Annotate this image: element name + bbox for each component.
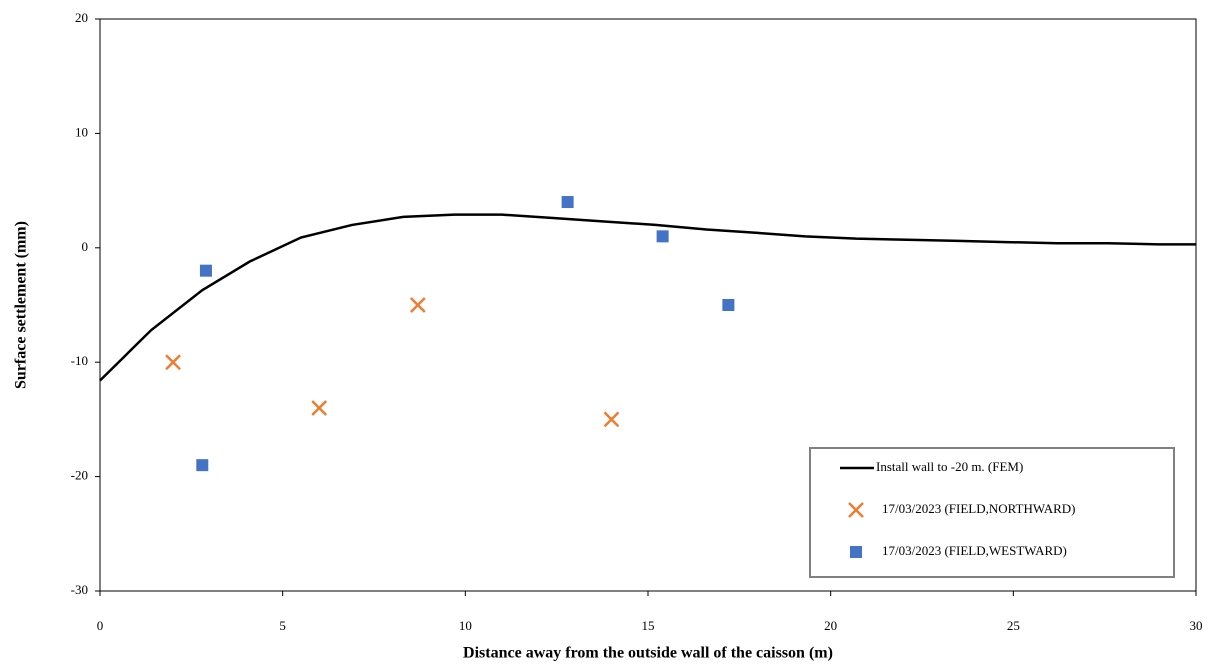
marker-square bbox=[656, 230, 669, 243]
marker-square bbox=[199, 264, 212, 277]
y-tick-label: -30 bbox=[71, 582, 88, 597]
x-tick-label: 5 bbox=[279, 618, 286, 633]
marker-x bbox=[409, 297, 426, 313]
y-tick-label: 10 bbox=[75, 124, 88, 139]
line bbox=[99, 213, 1196, 382]
x-tick-label: 0 bbox=[97, 618, 104, 633]
marker-x bbox=[311, 400, 328, 416]
y-tick-label: -20 bbox=[71, 468, 88, 483]
marker-square bbox=[722, 299, 735, 311]
y-axis-label: Surface settlement (mm) bbox=[13, 221, 30, 389]
marker-square bbox=[561, 196, 574, 209]
x-tick-label: 15 bbox=[642, 618, 655, 633]
marker-x bbox=[165, 354, 181, 371]
marker-square bbox=[196, 459, 209, 472]
x-tick-label: 10 bbox=[459, 618, 472, 633]
x-tick-label: 25 bbox=[1007, 618, 1020, 633]
y-tick-label: 20 bbox=[75, 10, 88, 25]
x-tick-label: 30 bbox=[1190, 618, 1203, 633]
y-tick-label: 0 bbox=[82, 239, 89, 254]
x-axis-label: Distance away from the outside wall of t… bbox=[463, 645, 833, 662]
marker-x bbox=[603, 411, 620, 428]
x-tick-label: 20 bbox=[824, 618, 837, 633]
y-tick-label: -10 bbox=[71, 353, 88, 368]
legend-label: 17/03/2023 (FIELD,NORTHWARD) bbox=[882, 501, 1075, 516]
legend-label: Install wall to -20 m. (FEM) bbox=[876, 459, 1023, 474]
legend-box bbox=[809, 447, 1175, 578]
legend-label: 17/03/2023 (FIELD,WESTWARD) bbox=[882, 543, 1067, 558]
legend-marker bbox=[850, 546, 862, 558]
legend-marker bbox=[848, 502, 864, 518]
